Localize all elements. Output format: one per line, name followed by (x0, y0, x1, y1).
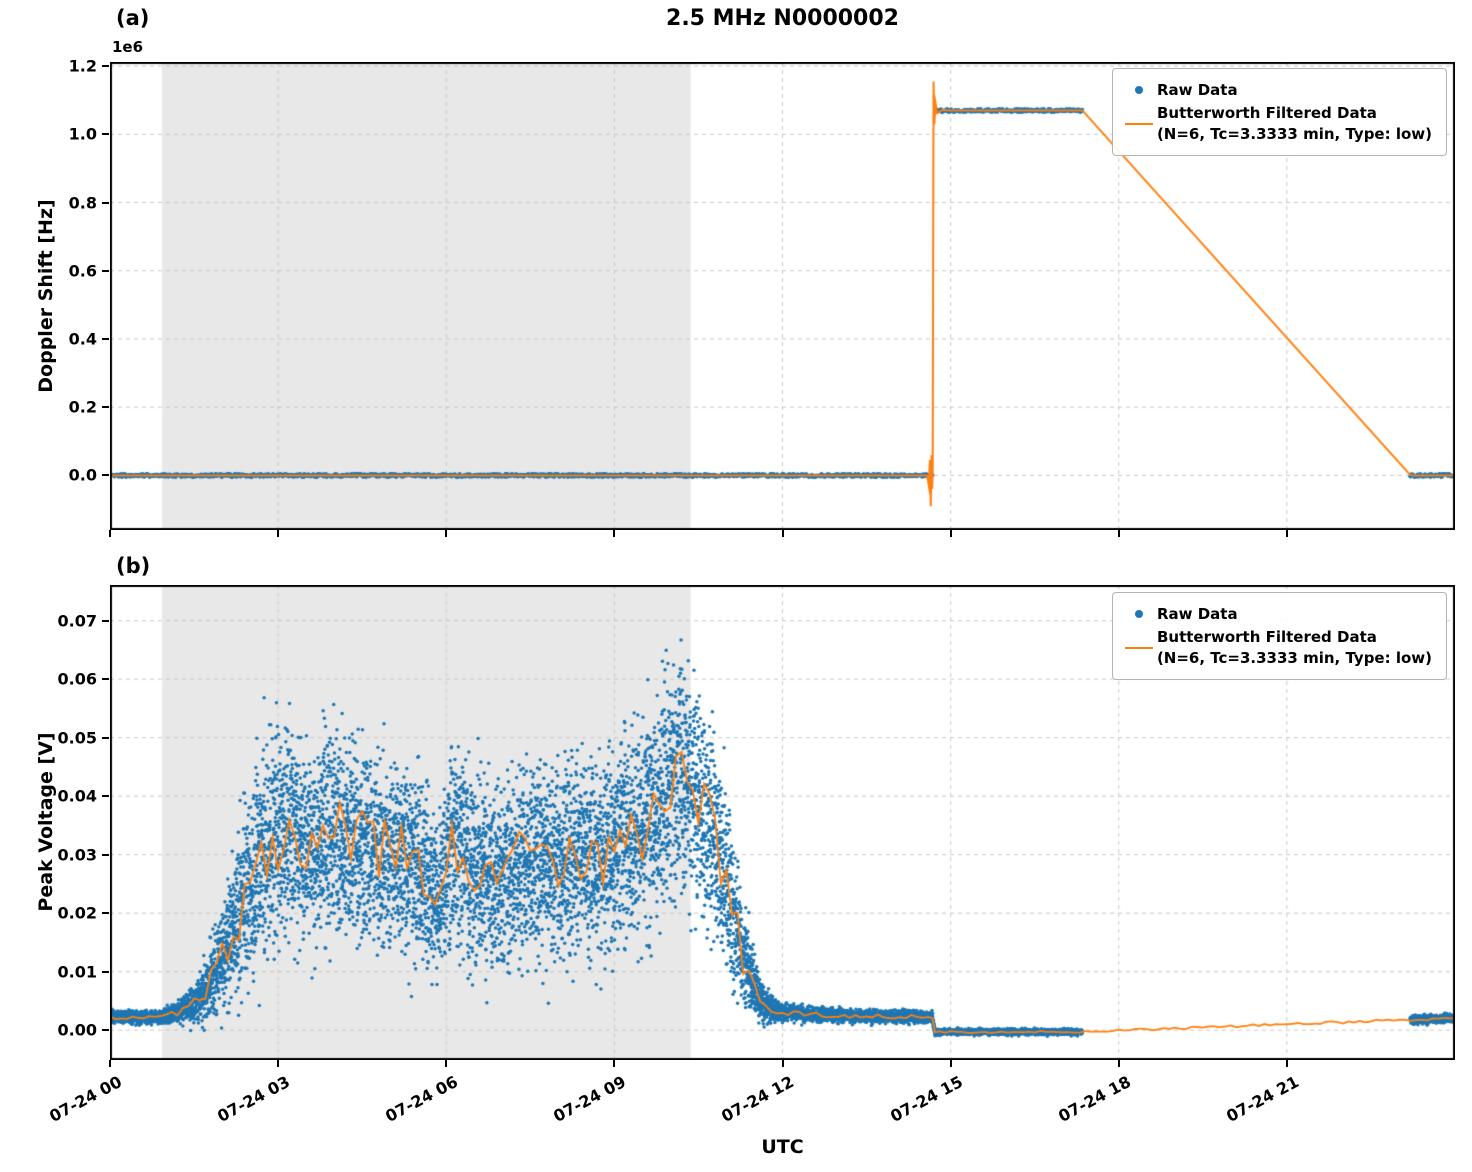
y-tick-mark (102, 65, 109, 68)
y-tick-mark (102, 1029, 109, 1032)
y-tick-mark (102, 678, 109, 681)
x-tick-label: 07-24 03 (214, 1072, 294, 1126)
y-tick-label: 0.05 (57, 728, 97, 748)
y-tick-mark (102, 474, 109, 477)
y-tick-mark (102, 912, 109, 915)
y-tick-label: 0.01 (57, 962, 97, 982)
y-tick-label: 0.2 (68, 397, 97, 417)
x-tick-mark (781, 530, 784, 537)
y-tick-mark (102, 853, 109, 856)
x-tick-mark (277, 1060, 280, 1067)
figure-title: 2.5 MHz N0000002 (666, 6, 899, 31)
y-tick-mark (102, 619, 109, 622)
y-tick-mark (102, 133, 109, 136)
panel-a-label: (a) (116, 6, 150, 30)
x-tick-mark (613, 530, 616, 537)
raw-data-dot-icon (1121, 610, 1157, 619)
y-tick-label: 0.02 (57, 903, 97, 923)
panel-a-y-offset-text: 1e6 (112, 38, 144, 56)
x-tick-label: 07-24 06 (382, 1072, 462, 1126)
x-tick-mark (1117, 1060, 1120, 1067)
x-tick-label: 07-24 00 (46, 1072, 125, 1126)
y-tick-mark (102, 406, 109, 409)
x-tick-mark (613, 1060, 616, 1067)
y-tick-label: 0.4 (68, 329, 97, 349)
y-tick-label: 0.8 (68, 193, 97, 213)
y-tick-mark (102, 269, 109, 272)
x-tick-label: 07-24 09 (550, 1072, 630, 1126)
panel-a-legend: Raw Data Butterworth Filtered Data (N=6, … (1111, 68, 1447, 156)
legend-raw-label: Raw Data (1156, 605, 1238, 623)
raw-data-dot-icon (1121, 86, 1157, 95)
filtered-line-icon (1121, 646, 1157, 649)
panel-b-y-axis-label: Peak Voltage [V] (35, 732, 57, 912)
y-tick-label: 0.00 (57, 1020, 97, 1040)
x-tick-mark (109, 1060, 111, 1067)
x-axis-label: UTC (761, 1136, 804, 1158)
y-tick-mark (102, 736, 109, 739)
legend-filtered-label: Butterworth Filtered Data (N=6, Tc=3.3333… (1156, 104, 1432, 143)
x-tick-label: 07-24 15 (886, 1072, 966, 1126)
x-tick-mark (1285, 530, 1288, 537)
x-tick-mark (109, 530, 111, 537)
y-tick-label: 0.06 (57, 669, 97, 689)
x-tick-label: 07-24 12 (718, 1072, 798, 1126)
y-tick-label: 1.2 (68, 56, 97, 76)
x-tick-mark (445, 530, 448, 537)
x-tick-mark (1117, 530, 1120, 537)
y-tick-label: 0.03 (57, 845, 97, 865)
legend-filtered-label: Butterworth Filtered Data (N=6, Tc=3.3333… (1156, 628, 1432, 667)
legend-entry-filtered: Butterworth Filtered Data (N=6, Tc=3.3333… (1121, 103, 1432, 144)
x-tick-mark (949, 530, 952, 537)
x-tick-label: 07-24 21 (1223, 1072, 1302, 1126)
x-tick-label: 07-24 18 (1054, 1072, 1134, 1126)
panel-a-y-axis-label: Doppler Shift [Hz] (35, 199, 57, 393)
y-tick-label: 1.0 (68, 124, 97, 144)
x-tick-mark (949, 1060, 952, 1067)
y-tick-mark (102, 795, 109, 798)
y-tick-label: 0.07 (57, 611, 97, 631)
legend-entry-filtered: Butterworth Filtered Data (N=6, Tc=3.3333… (1121, 627, 1432, 668)
y-tick-label: 0.6 (68, 261, 97, 281)
x-tick-mark (277, 530, 280, 537)
x-tick-mark (781, 1060, 784, 1067)
y-tick-label: 0.0 (68, 465, 97, 485)
y-tick-label: 0.04 (57, 786, 97, 806)
legend-entry-raw: Raw Data (1121, 80, 1432, 100)
panel-b-legend: Raw Data Butterworth Filtered Data (N=6, … (1111, 592, 1447, 680)
filtered-line-icon (1121, 122, 1157, 125)
y-tick-mark (102, 337, 109, 340)
y-tick-mark (102, 201, 109, 204)
y-tick-mark (102, 970, 109, 973)
panel-b-label: (b) (116, 554, 151, 578)
x-tick-mark (1285, 1060, 1288, 1067)
x-tick-mark (445, 1060, 448, 1067)
legend-entry-raw: Raw Data (1121, 604, 1432, 624)
legend-raw-label: Raw Data (1156, 81, 1238, 99)
